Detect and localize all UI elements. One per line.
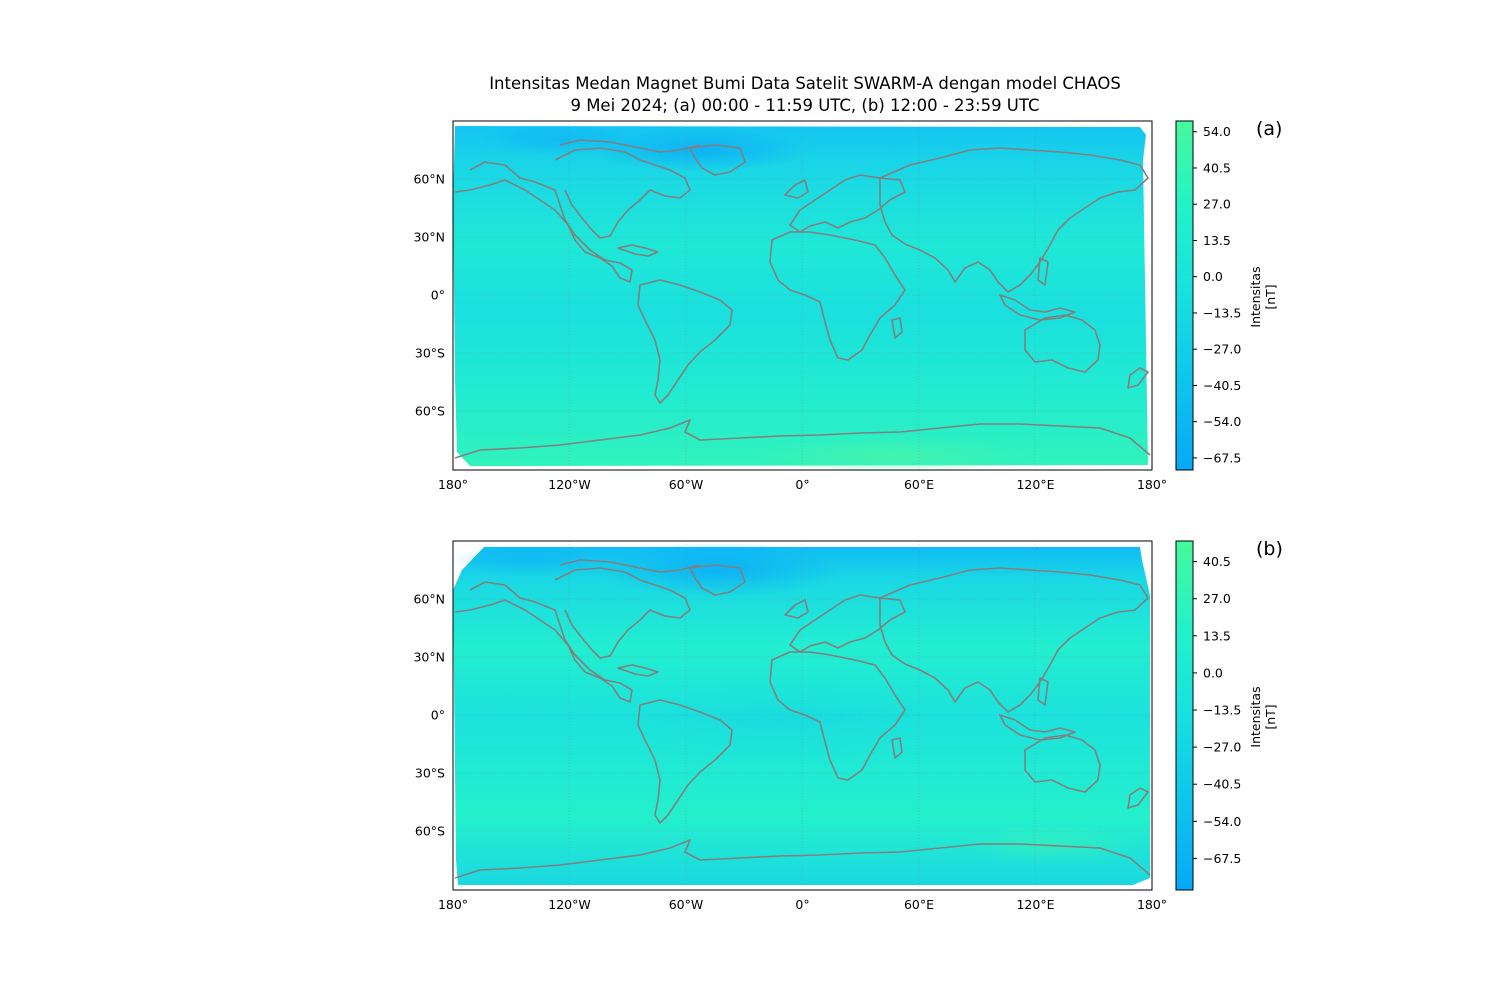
field-map-a <box>453 126 1148 466</box>
lon-tick-label: 60°E <box>904 897 934 912</box>
lon-tick-label: 120°W <box>548 477 590 492</box>
colorbar-tick-label: 13.5 <box>1203 233 1231 248</box>
colorbar-tick-label: 54.0 <box>1203 124 1231 139</box>
map-frame-a <box>452 120 1153 471</box>
lat-tick-label: 30°N <box>413 230 445 245</box>
lon-tick-label: 120°E <box>1016 477 1054 492</box>
lat-tick-label: 60°S <box>415 823 445 838</box>
colorbar-tick-label: −67.5 <box>1203 450 1241 465</box>
lat-tick-label: 30°S <box>415 345 445 360</box>
colorbar-label-a-line2: [nT] <box>1263 284 1278 309</box>
lat-tick-label: 30°N <box>413 650 445 665</box>
lat-tick-label: 0° <box>431 708 445 723</box>
lon-tick-label: 60°W <box>669 477 704 492</box>
colorbar-tick-label: −13.5 <box>1203 703 1241 718</box>
lon-tick-labels-a: 180° 120°W 60°W 0° 60°E 120°E 180° <box>438 477 1167 492</box>
colorbar-label-b-line2: [nT] <box>1263 704 1278 729</box>
colorbar-tick-label: −54.0 <box>1203 814 1241 829</box>
figure-title: Intensitas Medan Magnet Bumi Data Sateli… <box>489 74 1121 93</box>
colorbar-tick-label: 0.0 <box>1203 269 1223 284</box>
colorbar-label-b-line1: Intensitas <box>1248 686 1263 747</box>
lat-tick-label: 60°N <box>413 172 445 187</box>
colorbar-b <box>1175 540 1194 891</box>
figure-subtitle: 9 Mei 2024; (a) 00:00 - 11:59 UTC, (b) 1… <box>570 96 1040 115</box>
panel-a: 180° 120°W 60°W 0° 60°E 120°E 180° 60°N 30°N 0° 3… <box>413 118 1282 492</box>
lat-tick-labels-b: 60°N 30°N 0° 30°S 60°S <box>413 592 445 839</box>
colorbar-label-a-line1: Intensitas <box>1248 266 1263 327</box>
lon-tick-label: 120°W <box>548 897 590 912</box>
lat-tick-labels-a: 60°N 30°N 0° 30°S 60°S <box>413 172 445 419</box>
colorbar-tick-label: −40.5 <box>1203 378 1241 393</box>
colorbar-tick-label: −67.5 <box>1203 851 1241 866</box>
panel-label-b: (b) <box>1256 538 1283 560</box>
colorbar-ticks-a: 54.0 40.5 27.0 13.5 0.0 −13.5 −27.0 −40.5 −54.0 −… <box>1193 124 1241 465</box>
lon-tick-label: 120°E <box>1016 897 1054 912</box>
colorbar-tick-label: −13.5 <box>1203 305 1241 320</box>
colorbar-a <box>1175 120 1194 471</box>
colorbar-ticks-b: 40.5 27.0 13.5 0.0 −13.5 −27.0 −40.5 −54.0 −67.5 <box>1193 554 1241 866</box>
lat-tick-label: 60°N <box>413 592 445 607</box>
colorbar-tick-label: 27.0 <box>1203 591 1231 606</box>
lon-tick-label: 180° <box>1137 477 1167 492</box>
lat-tick-label: 30°S <box>415 765 445 780</box>
panel-label-a: (a) <box>1256 118 1282 140</box>
lon-tick-labels-b: 180° 120°W 60°W 0° 60°E 120°E 180° <box>438 897 1167 912</box>
lat-tick-label: 0° <box>431 288 445 303</box>
gridlines-a <box>453 121 1152 470</box>
colorbar-tick-label: 40.5 <box>1203 160 1231 175</box>
colorbar-tick-label: −40.5 <box>1203 777 1241 792</box>
lon-tick-label: 60°W <box>669 897 704 912</box>
lon-tick-label: 60°E <box>904 477 934 492</box>
lon-tick-label: 0° <box>795 477 809 492</box>
lon-tick-label: 180° <box>438 897 468 912</box>
map-frame-b <box>452 540 1153 891</box>
gridlines-b <box>453 541 1152 890</box>
colorbar-tick-label: −54.0 <box>1203 414 1241 429</box>
lon-tick-label: 0° <box>795 897 809 912</box>
panel-b: 180° 120°W 60°W 0° 60°E 120°E 180° 60°N 30°N 0° 3… <box>413 538 1282 912</box>
lon-tick-label: 180° <box>1137 897 1167 912</box>
colorbar-tick-label: −27.0 <box>1203 740 1241 755</box>
colorbar-tick-label: 0.0 <box>1203 665 1223 680</box>
colorbar-tick-label: 13.5 <box>1203 628 1231 643</box>
lon-tick-label: 180° <box>438 477 468 492</box>
colorbar-tick-label: 27.0 <box>1203 197 1231 212</box>
colorbar-tick-label: −27.0 <box>1203 342 1241 357</box>
colorbar-tick-label: 40.5 <box>1203 554 1231 569</box>
lat-tick-label: 60°S <box>415 403 445 418</box>
